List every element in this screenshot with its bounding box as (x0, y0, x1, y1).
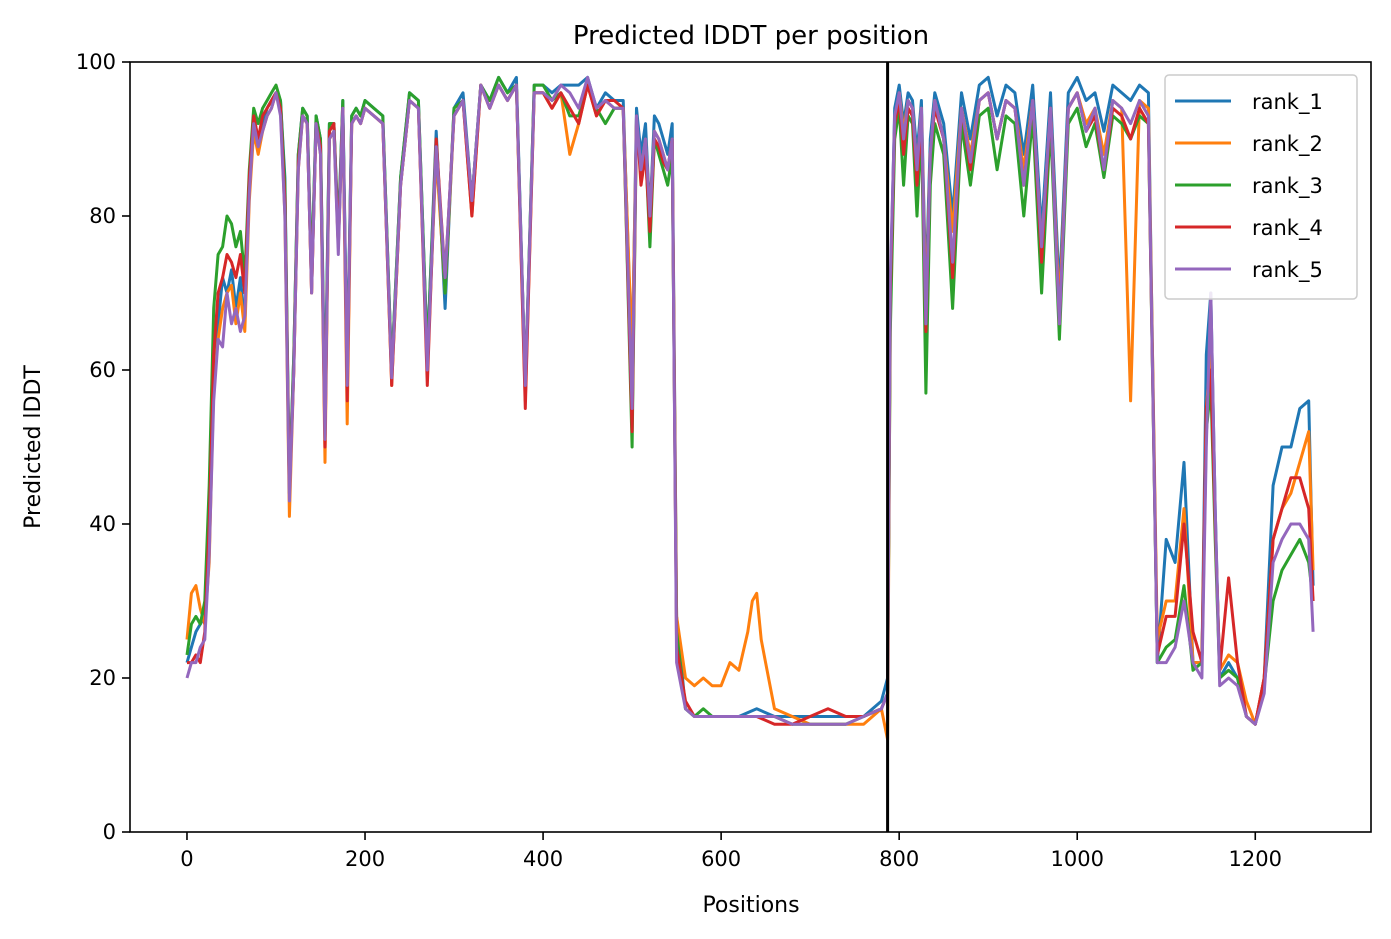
legend: rank_1 rank_2 rank_3 rank_4 rank_5 (1164, 74, 1358, 300)
series-layer (185, 75, 1315, 742)
legend-label-rank_4: rank_4 (1252, 216, 1323, 241)
x-tick-label: 0 (180, 847, 193, 871)
series-line-rank_5 (185, 75, 1315, 726)
chart-title: Predicted lDDT per position (573, 21, 929, 51)
legend-label-rank_1: rank_1 (1252, 90, 1323, 115)
x-tick-label: 1200 (1229, 847, 1282, 871)
y-tick-label: 0 (103, 820, 116, 844)
x-axis-label: Positions (702, 893, 799, 918)
y-tick-label: 40 (89, 512, 116, 536)
y-tick-label: 80 (89, 204, 116, 228)
y-tick-label: 100 (76, 50, 116, 74)
legend-box (1164, 74, 1358, 300)
x-tick-label: 200 (345, 847, 385, 871)
y-tick-label: 20 (89, 666, 116, 690)
legend-label-rank_5: rank_5 (1252, 258, 1323, 283)
y-tick-label: 60 (89, 358, 116, 382)
legend-label-rank_2: rank_2 (1252, 132, 1323, 157)
plot-frame (129, 61, 1372, 833)
legend-label-rank_3: rank_3 (1252, 174, 1323, 199)
axes-layer: 0 200 400 600 800 1000 1200 0 20 40 60 80 100 (76, 50, 1282, 871)
x-tick-label: 600 (701, 847, 741, 871)
y-axis-label: Predicted lDDT (21, 365, 46, 529)
x-tick-label: 1000 (1050, 847, 1103, 871)
x-tick-label: 800 (879, 847, 919, 871)
x-tick-label: 400 (523, 847, 563, 871)
